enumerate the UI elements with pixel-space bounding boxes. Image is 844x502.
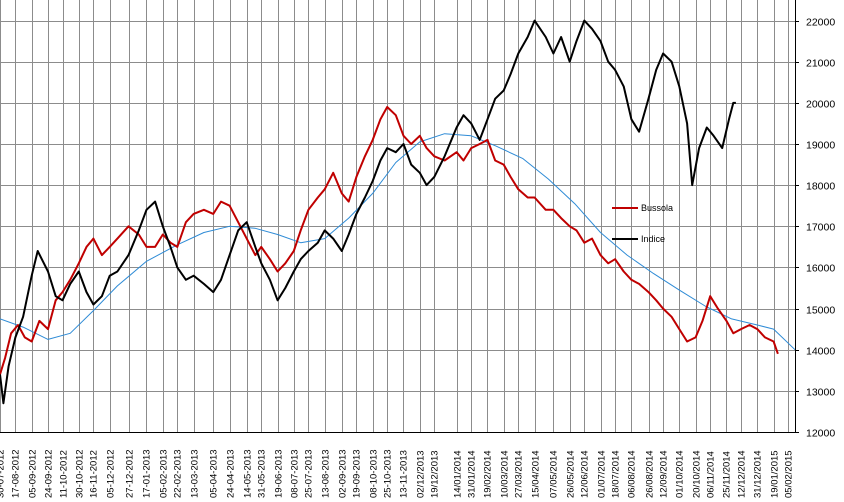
x-tick-label: 02-09-2013 <box>338 449 349 498</box>
x-tick-label: 25-07-2013 <box>304 449 315 498</box>
y-tick-label: 20000 <box>806 99 835 111</box>
x-tick-label: 12/06/2014 <box>580 450 591 498</box>
legend: Bussola Indice <box>612 203 673 244</box>
x-tick-label: 08-07-2013 <box>290 449 301 498</box>
x-tick-label: 19/01/2015 <box>770 450 781 498</box>
x-tick-label: 24-09-2012 <box>44 449 55 498</box>
x-tick-label: 30-10-2012 <box>75 449 86 498</box>
x-tick-label: 31/01/2014 <box>467 450 478 498</box>
grid-lines <box>0 0 795 433</box>
x-tick-label: 14-05-2013 <box>243 449 254 498</box>
y-tick-label: 13000 <box>806 387 835 399</box>
x-tick-label: 06/08/2014 <box>627 450 638 498</box>
y-tick-label: 12000 <box>806 428 835 440</box>
x-tick-label: 02/12/2013 <box>416 450 427 498</box>
y-tick-label: 22000 <box>806 17 835 29</box>
x-tick-label: 27-12-2012 <box>125 449 136 498</box>
x-tick-label: 17-01-2013 <box>142 449 153 498</box>
x-tick-label: 01/07/2014 <box>597 450 608 498</box>
legend-label: Indice <box>641 234 665 244</box>
y-tick-label: 16000 <box>806 263 835 275</box>
y-tick-label: 21000 <box>806 58 835 70</box>
x-tick-label: 05-02-2013 <box>159 449 170 498</box>
x-tick-label: 11-10-2012 <box>59 450 70 498</box>
y-tick-label: 15000 <box>806 305 835 317</box>
series-line-bussola <box>0 106 779 375</box>
x-tick-label: 05-09-2012 <box>28 449 39 498</box>
x-tick-label: 13-03-2013 <box>190 449 201 498</box>
x-tick-label: 07/05/2014 <box>549 450 560 498</box>
series-line-moving-average <box>0 133 796 351</box>
x-tick-label: 20/10/2014 <box>692 450 703 498</box>
y-tick-label: 14000 <box>806 346 835 358</box>
x-tick-label: 22-02-2013 <box>173 449 184 498</box>
x-tick-label: 25/11/2014 <box>722 451 733 498</box>
x-tick-label: 18/07/2014 <box>611 450 622 498</box>
x-tick-label: 05-12-2012 <box>106 449 117 498</box>
x-tick-label: 17-08-2012 <box>11 449 22 498</box>
x-tick-label: 05-04-2013 <box>209 449 220 498</box>
x-tick-label: 01/10/2014 <box>675 450 686 498</box>
x-tick-label: 19-06-2013 <box>274 449 285 498</box>
x-tick-label: 25-10-2013 <box>383 449 394 498</box>
x-tick-label: 31/12/2014 <box>753 450 764 498</box>
x-tick-label: 12/12/2014 <box>737 450 748 498</box>
x-tick-label: 19/02/2014 <box>483 450 494 498</box>
x-tick-label: 26/08/2014 <box>645 450 656 498</box>
x-tick-label: 19/12/2013 <box>430 450 441 498</box>
x-tick-label: 26/05/2014 <box>566 450 577 498</box>
legend-label: Bussola <box>641 203 673 213</box>
x-tick-label: 08-10-2013 <box>369 449 380 498</box>
x-tick-label: 16-11-2012 <box>89 450 100 498</box>
x-tick-label: 12/09/2014 <box>659 450 670 498</box>
x-tick-label: 24-04-2013 <box>226 449 237 498</box>
x-tick-label: 10/03/2014 <box>500 450 511 498</box>
x-tick-label: 27/03/2014 <box>514 450 525 498</box>
x-tick-label: 05/02/2015 <box>784 450 795 498</box>
x-tick-label: 31-05-2013 <box>257 449 268 498</box>
x-tick-label: 14/01/2014 <box>453 450 464 498</box>
y-tick-label: 19000 <box>806 140 835 152</box>
plot-area <box>0 0 795 432</box>
x-tick-label: 30-07-2012 <box>0 449 7 498</box>
series-line-indice <box>0 19 736 405</box>
x-tick-label: 13-08-2013 <box>321 449 332 498</box>
x-tick-label: 19-09-2013 <box>352 449 363 498</box>
x-tick-label: 15/04/2014 <box>531 450 542 498</box>
y-tick-label: 17000 <box>806 222 835 234</box>
y-tick-label: 18000 <box>806 181 835 193</box>
series-group <box>0 19 796 405</box>
x-tick-label: 06/11/2014 <box>706 451 717 498</box>
x-tick-label: 13-11-2013 <box>399 450 410 498</box>
